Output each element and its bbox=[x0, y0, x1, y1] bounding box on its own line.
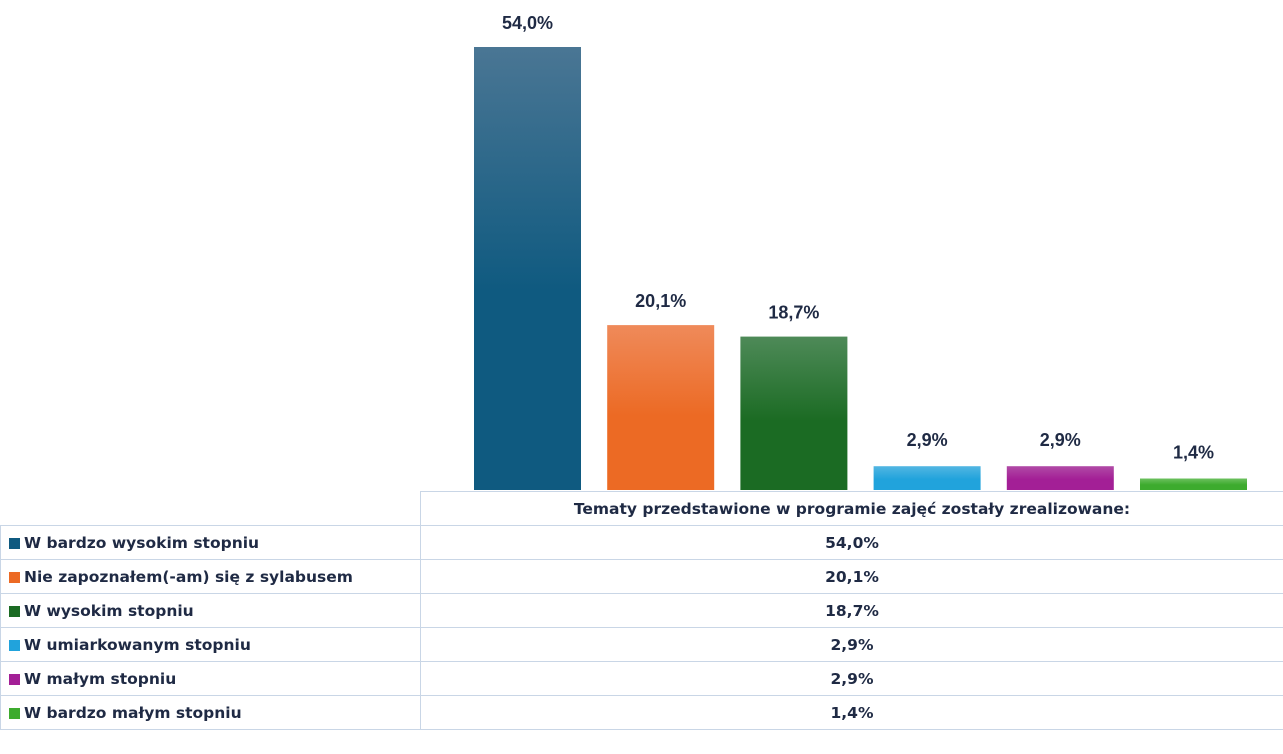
bar-value-label: 2,9% bbox=[1040, 430, 1081, 450]
table-header-row: Tematy przedstawione w programie zajęć z… bbox=[0, 491, 1283, 526]
category-label: W bardzo małym stopniu bbox=[24, 703, 242, 722]
value-cell: 2,9% bbox=[420, 661, 1283, 696]
value-cell: 54,0% bbox=[420, 525, 1283, 560]
bar-5 bbox=[1006, 466, 1114, 490]
legend-swatch bbox=[9, 673, 20, 685]
bar-value-label: 2,9% bbox=[907, 430, 948, 450]
bar-value-labels: 54,0% 20,1% 18,7% 2,9% 2,9% 1,4% bbox=[502, 13, 1214, 463]
data-table: Tematy przedstawione w programie zajęć z… bbox=[0, 491, 1283, 730]
category-cell: W wysokim stopniu bbox=[0, 593, 421, 628]
category-cell: W umiarkowanym stopniu bbox=[0, 627, 421, 662]
bar-value-label: 20,1% bbox=[635, 291, 686, 311]
legend-swatch bbox=[9, 639, 20, 651]
table-row: W bardzo wysokim stopniu 54,0% bbox=[0, 525, 1283, 560]
legend-swatch bbox=[9, 537, 20, 549]
bar-value-label: 54,0% bbox=[502, 13, 553, 33]
bar-chart: 54,0% 20,1% 18,7% 2,9% 2,9% 1,4% bbox=[474, 13, 1247, 490]
chart-area: 54,0% 20,1% 18,7% 2,9% 2,9% 1,4% bbox=[474, 13, 1247, 490]
legend-swatch bbox=[9, 571, 20, 583]
bar-4 bbox=[873, 466, 981, 490]
table-row: Nie zapoznałem(-am) się z sylabusem 20,1% bbox=[0, 559, 1283, 594]
table-row: W małym stopniu 2,9% bbox=[0, 661, 1283, 696]
category-cell: Nie zapoznałem(-am) się z sylabusem bbox=[0, 559, 421, 594]
table-row: W bardzo małym stopniu 1,4% bbox=[0, 695, 1283, 730]
value-cell: 18,7% bbox=[420, 593, 1283, 628]
bars-group bbox=[474, 47, 1247, 490]
legend-swatch bbox=[9, 707, 20, 719]
table-row: W wysokim stopniu 18,7% bbox=[0, 593, 1283, 628]
value-cell: 20,1% bbox=[420, 559, 1283, 594]
category-label: W małym stopniu bbox=[24, 669, 177, 688]
table-corner bbox=[0, 491, 421, 526]
category-cell: W bardzo małym stopniu bbox=[0, 695, 421, 730]
bar-2 bbox=[607, 325, 715, 490]
category-label: W bardzo wysokim stopniu bbox=[24, 533, 260, 552]
category-label: W umiarkowanym stopniu bbox=[24, 635, 251, 654]
bar-6 bbox=[1140, 478, 1247, 490]
table-column-header: Tematy przedstawione w programie zajęć z… bbox=[420, 491, 1283, 526]
category-label: W wysokim stopniu bbox=[24, 601, 194, 620]
bar-value-label: 1,4% bbox=[1173, 443, 1214, 463]
bar-3 bbox=[740, 336, 848, 490]
category-label: Nie zapoznałem(-am) się z sylabusem bbox=[24, 567, 353, 586]
bar-value-label: 18,7% bbox=[768, 303, 819, 323]
value-cell: 1,4% bbox=[420, 695, 1283, 730]
table-row: W umiarkowanym stopniu 2,9% bbox=[0, 627, 1283, 662]
category-cell: W bardzo wysokim stopniu bbox=[0, 525, 421, 560]
legend-swatch bbox=[9, 605, 20, 617]
bar-1 bbox=[474, 47, 581, 490]
category-cell: W małym stopniu bbox=[0, 661, 421, 696]
value-cell: 2,9% bbox=[420, 627, 1283, 662]
